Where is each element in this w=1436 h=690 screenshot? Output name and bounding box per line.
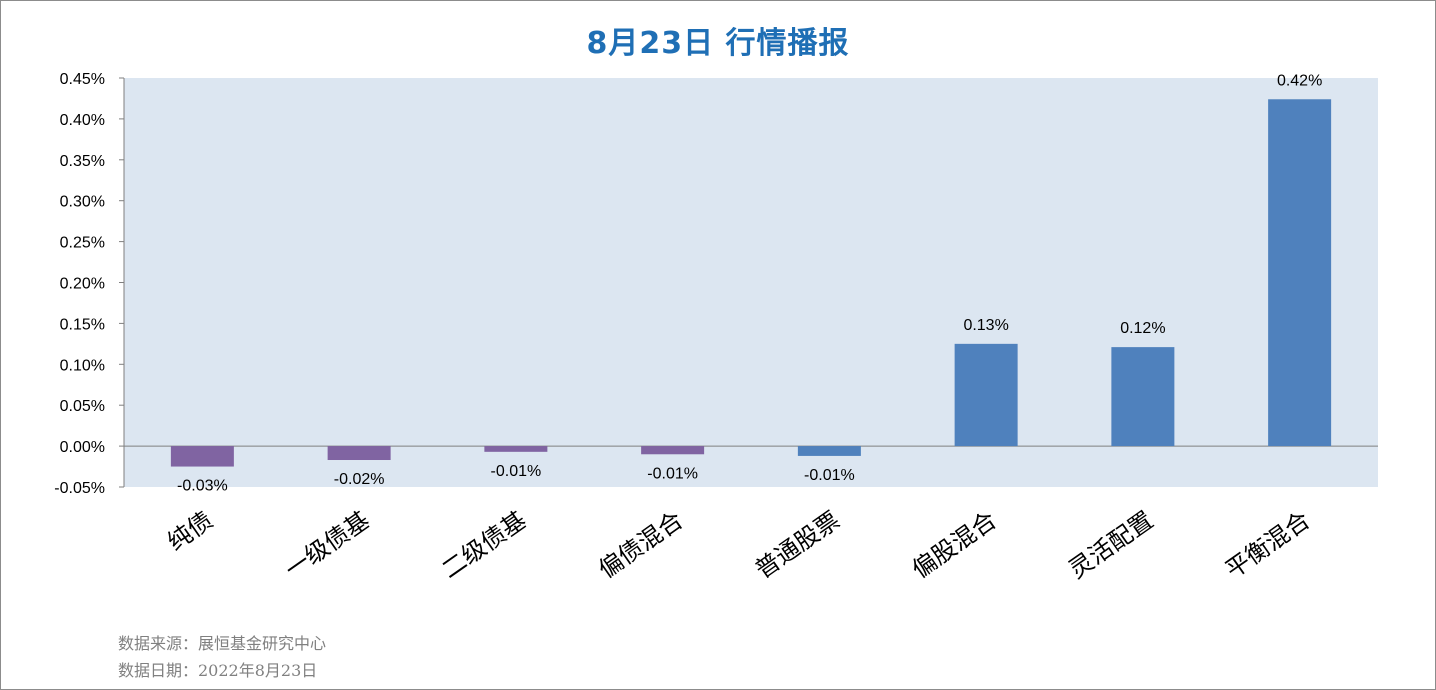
data-labels: -0.03% -0.02% -0.01% -0.01% -0.01% 0.13% 0.12%… (177, 72, 1322, 494)
bar (1268, 99, 1332, 447)
x-category-label: 偏债混合 (593, 506, 688, 584)
data-label: -0.01% (647, 465, 698, 482)
plot-area (123, 78, 1378, 487)
data-label: -0.02% (334, 471, 385, 488)
plot-background (124, 78, 1378, 487)
x-category-label: 二级债基 (437, 506, 532, 584)
data-label: -0.01% (804, 467, 855, 484)
y-tick-label: 0.40% (60, 112, 105, 129)
x-category-label: 一级债基 (280, 506, 375, 584)
y-tick-label: 0.00% (60, 439, 105, 456)
bar (327, 446, 391, 461)
x-category-label: 灵活配置 (1064, 506, 1159, 584)
y-tick-label: 0.35% (60, 153, 105, 170)
data-label: 0.12% (1120, 320, 1165, 337)
data-label: -0.03% (177, 478, 228, 495)
x-category-label: 纯债 (162, 506, 217, 556)
y-axis-ticks: 0.45% 0.40% 0.35% 0.30% 0.25% 0.20% 0.15% 0.10%… (54, 71, 124, 497)
bar (1111, 347, 1175, 447)
y-tick-label: 0.45% (60, 71, 105, 88)
data-label: -0.01% (491, 463, 542, 480)
x-axis-categories: 纯债 一级债基 二级债基 偏债混合 普通股票 偏股混合 灵活配置 平衡混合 (162, 506, 1315, 584)
data-date-note: 数据日期：2022年8月23日 (118, 661, 318, 680)
data-label: 0.42% (1277, 72, 1322, 89)
chart-title: 8月23日 行情播报 (586, 26, 850, 61)
data-source-note: 数据来源：展恒基金研究中心 (118, 634, 327, 653)
bar (484, 446, 548, 452)
x-category-label: 偏股混合 (907, 506, 1002, 584)
bar (954, 343, 1018, 447)
y-tick-label: 0.10% (60, 357, 105, 374)
y-tick-label: 0.15% (60, 316, 105, 333)
y-tick-label: -0.05% (54, 480, 105, 497)
y-tick-label: 0.20% (60, 276, 105, 293)
bars (170, 99, 1332, 467)
y-tick-label: 0.30% (60, 194, 105, 211)
y-tick-label: 0.25% (60, 235, 105, 252)
y-tick-label: 0.05% (60, 398, 105, 415)
x-category-label: 普通股票 (750, 506, 845, 584)
bar (641, 446, 705, 455)
x-category-label: 平衡混合 (1220, 506, 1315, 584)
data-label: 0.13% (963, 317, 1008, 334)
bar (797, 446, 861, 456)
bar (170, 446, 234, 467)
